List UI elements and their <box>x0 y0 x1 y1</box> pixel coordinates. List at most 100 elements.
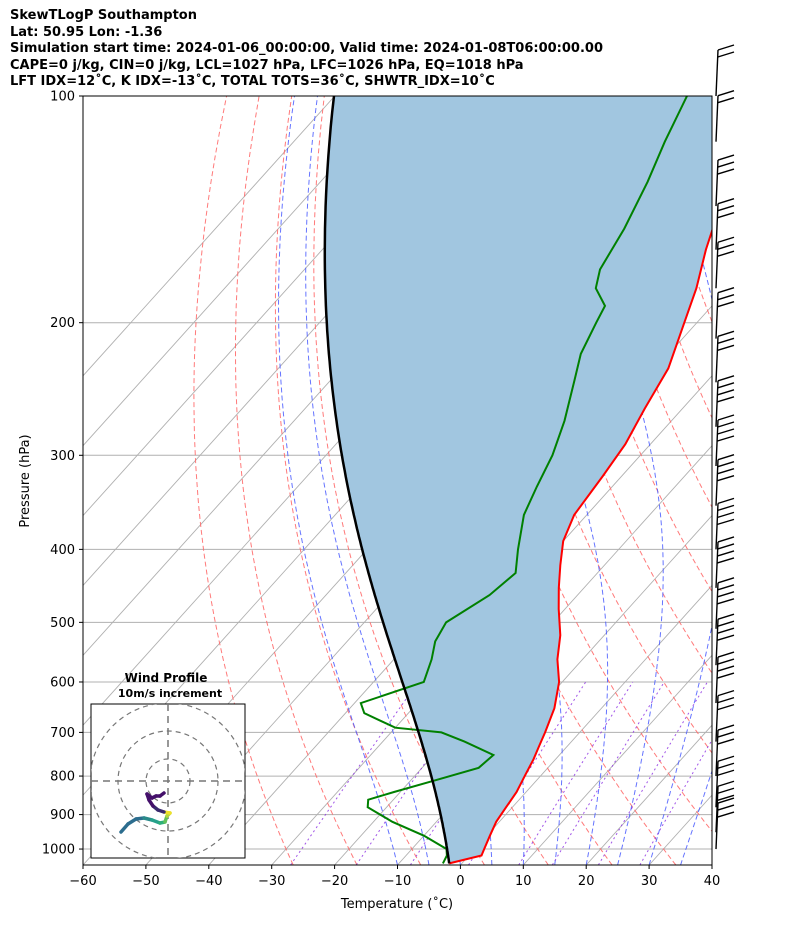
wind-barb <box>715 651 735 704</box>
wind-barb-flag <box>717 658 735 665</box>
wind-barb-flag <box>717 454 735 461</box>
sounding-profiles <box>323 96 712 865</box>
wind-barb-flag <box>717 337 735 344</box>
wind-barb-flag <box>717 794 735 801</box>
wind-barb-flag <box>717 475 735 482</box>
isotherm-line <box>460 584 712 865</box>
wind-barb-flag <box>717 51 735 58</box>
temperature-line <box>448 227 712 865</box>
y-axis-label: Pressure (hPa) <box>18 434 33 527</box>
mixing-ratio-line <box>355 681 481 865</box>
dewpoint-line <box>359 96 688 864</box>
wind-barb-shaft <box>715 203 719 250</box>
moist-adiabat <box>277 96 398 865</box>
dry-adiabat <box>780 96 794 865</box>
wind-barb-flag <box>717 250 735 257</box>
wind-barb-flag <box>717 205 735 212</box>
wind-barb <box>715 198 735 250</box>
y-tick-label: 300 <box>50 449 75 464</box>
wind-barb-flag <box>717 557 735 564</box>
wind-barb-flag <box>717 755 735 762</box>
dry-adiabat <box>313 96 485 865</box>
wind-barb-flag <box>717 672 735 679</box>
moist-adiabat <box>648 96 712 865</box>
wind-barb <box>715 236 735 289</box>
dry-adiabat <box>235 96 358 865</box>
wind-barb-shaft <box>715 95 719 142</box>
y-tick-label: 900 <box>50 808 75 823</box>
dry-adiabat <box>274 96 422 865</box>
hodograph-segment <box>158 791 166 798</box>
wind-barb <box>715 414 735 467</box>
wind-barb-shaft <box>715 160 719 207</box>
wind-barb-shaft <box>715 695 719 742</box>
y-tick-label: 1000 <box>42 843 75 858</box>
isotherm-line <box>585 724 712 865</box>
wind-barb-flag <box>717 584 735 591</box>
wind-barb-shaft <box>715 541 719 588</box>
wind-barb-flag <box>717 236 735 243</box>
isotherm-line <box>83 96 336 377</box>
wind-barb-flag <box>717 787 735 794</box>
wind-barb-flag <box>717 550 735 557</box>
wind-barb-shaft <box>715 657 719 704</box>
wind-barb-flag <box>717 468 735 475</box>
wind-barbs <box>715 44 735 850</box>
stability-indices-1: CAPE=0 j/kg, CIN=0 j/kg, LCL=1027 hPa, L… <box>10 57 524 73</box>
wind-barb-flag <box>717 154 735 161</box>
wind-barb <box>715 724 735 777</box>
mixing-ratio-line <box>639 739 712 865</box>
wind-barb-flag <box>717 504 735 512</box>
x-tick-label: 10 <box>515 874 532 889</box>
wind-barb-flag <box>717 497 735 505</box>
hodograph-segment <box>119 822 130 834</box>
wind-barb-shaft <box>715 761 719 808</box>
wind-barb <box>715 577 735 629</box>
wind-barb <box>715 497 735 550</box>
wind-barb-flag <box>717 804 735 811</box>
wind-barb-flag <box>717 703 735 711</box>
axes: −60 −50 −40 −30 −20 −10 0 10 20 30 40 100 200 300 400 5… <box>42 90 720 890</box>
wind-barb-flag <box>717 627 735 634</box>
wind-barb-flag <box>717 591 735 598</box>
wind-barb-shaft <box>715 242 719 289</box>
hodograph-subtitle: 10m/s increment <box>118 687 222 700</box>
moist-adiabat <box>744 96 794 865</box>
wind-barb <box>715 536 735 588</box>
wind-barb <box>715 755 735 808</box>
dry-adiabat <box>715 96 794 865</box>
wind-barb-flag <box>717 389 735 396</box>
y-tick-label: 800 <box>50 770 75 785</box>
wind-barb-shaft <box>715 49 719 97</box>
wind-barb <box>715 154 735 207</box>
wind-barb-flag <box>717 518 735 526</box>
wind-barb-flag <box>717 243 735 250</box>
dry-adiabat <box>584 96 712 508</box>
isotherm-line <box>522 654 712 865</box>
wind-barb-flag <box>717 198 735 205</box>
wind-barb-flag <box>717 421 735 428</box>
wind-barb-flag <box>717 762 735 769</box>
y-tick-label: 600 <box>50 675 75 690</box>
wind-barb-flag <box>717 543 735 550</box>
mixing-ratio-line <box>551 681 665 865</box>
wind-barb <box>715 286 735 339</box>
wind-barb-flag <box>717 396 735 403</box>
moist-adiabat <box>305 96 430 865</box>
chart-title-block: SkewTLogP Southampton Lat: 50.95 Lon: -1… <box>10 8 603 91</box>
wind-barb-flag <box>717 731 735 738</box>
wind-barb-flag <box>717 330 735 337</box>
wind-barb-flag <box>717 598 735 605</box>
isotherm-line <box>83 96 399 447</box>
x-axis-label: Temperature (˚C) <box>340 896 453 912</box>
y-tick-label: 500 <box>50 616 75 631</box>
x-tick-label: −50 <box>132 874 159 889</box>
isotherm-line <box>271 375 712 865</box>
wind-barb <box>715 90 735 142</box>
wind-barb-flag <box>717 651 735 658</box>
y-tick-label: 400 <box>50 543 75 558</box>
mixing-ratio-line <box>468 681 587 865</box>
cin-shading <box>324 96 712 864</box>
wind-barb-flag <box>717 293 735 301</box>
